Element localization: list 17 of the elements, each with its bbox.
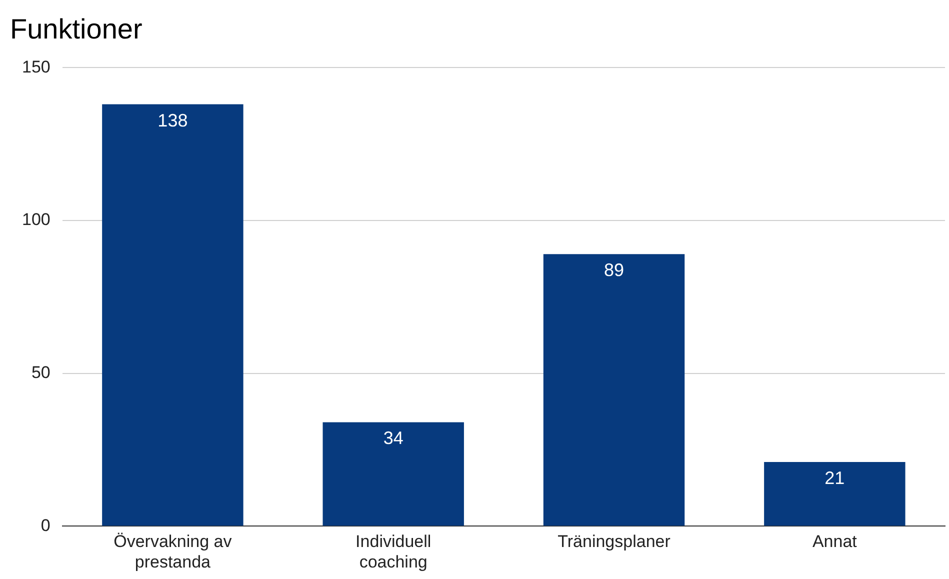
data-label: 34 — [383, 428, 404, 448]
data-label: 21 — [824, 468, 845, 488]
bar — [543, 254, 685, 526]
y-tick-label: 0 — [40, 516, 50, 535]
x-tick-label: Övervakning av prestanda — [114, 532, 232, 572]
bar — [322, 422, 464, 526]
chart-title: Funktioner — [10, 14, 142, 45]
data-label: 138 — [158, 110, 188, 130]
y-tick-label: 50 — [31, 363, 50, 382]
y-tick-label: 150 — [22, 57, 50, 76]
x-tick-label: Individuell coaching — [356, 532, 432, 572]
x-tick-label: Träningsplaner — [558, 532, 671, 552]
x-tick-label: Annat — [812, 532, 858, 552]
bar — [102, 104, 244, 526]
bar — [764, 462, 906, 526]
data-label: 89 — [604, 260, 624, 280]
y-tick-label: 100 — [22, 210, 50, 230]
